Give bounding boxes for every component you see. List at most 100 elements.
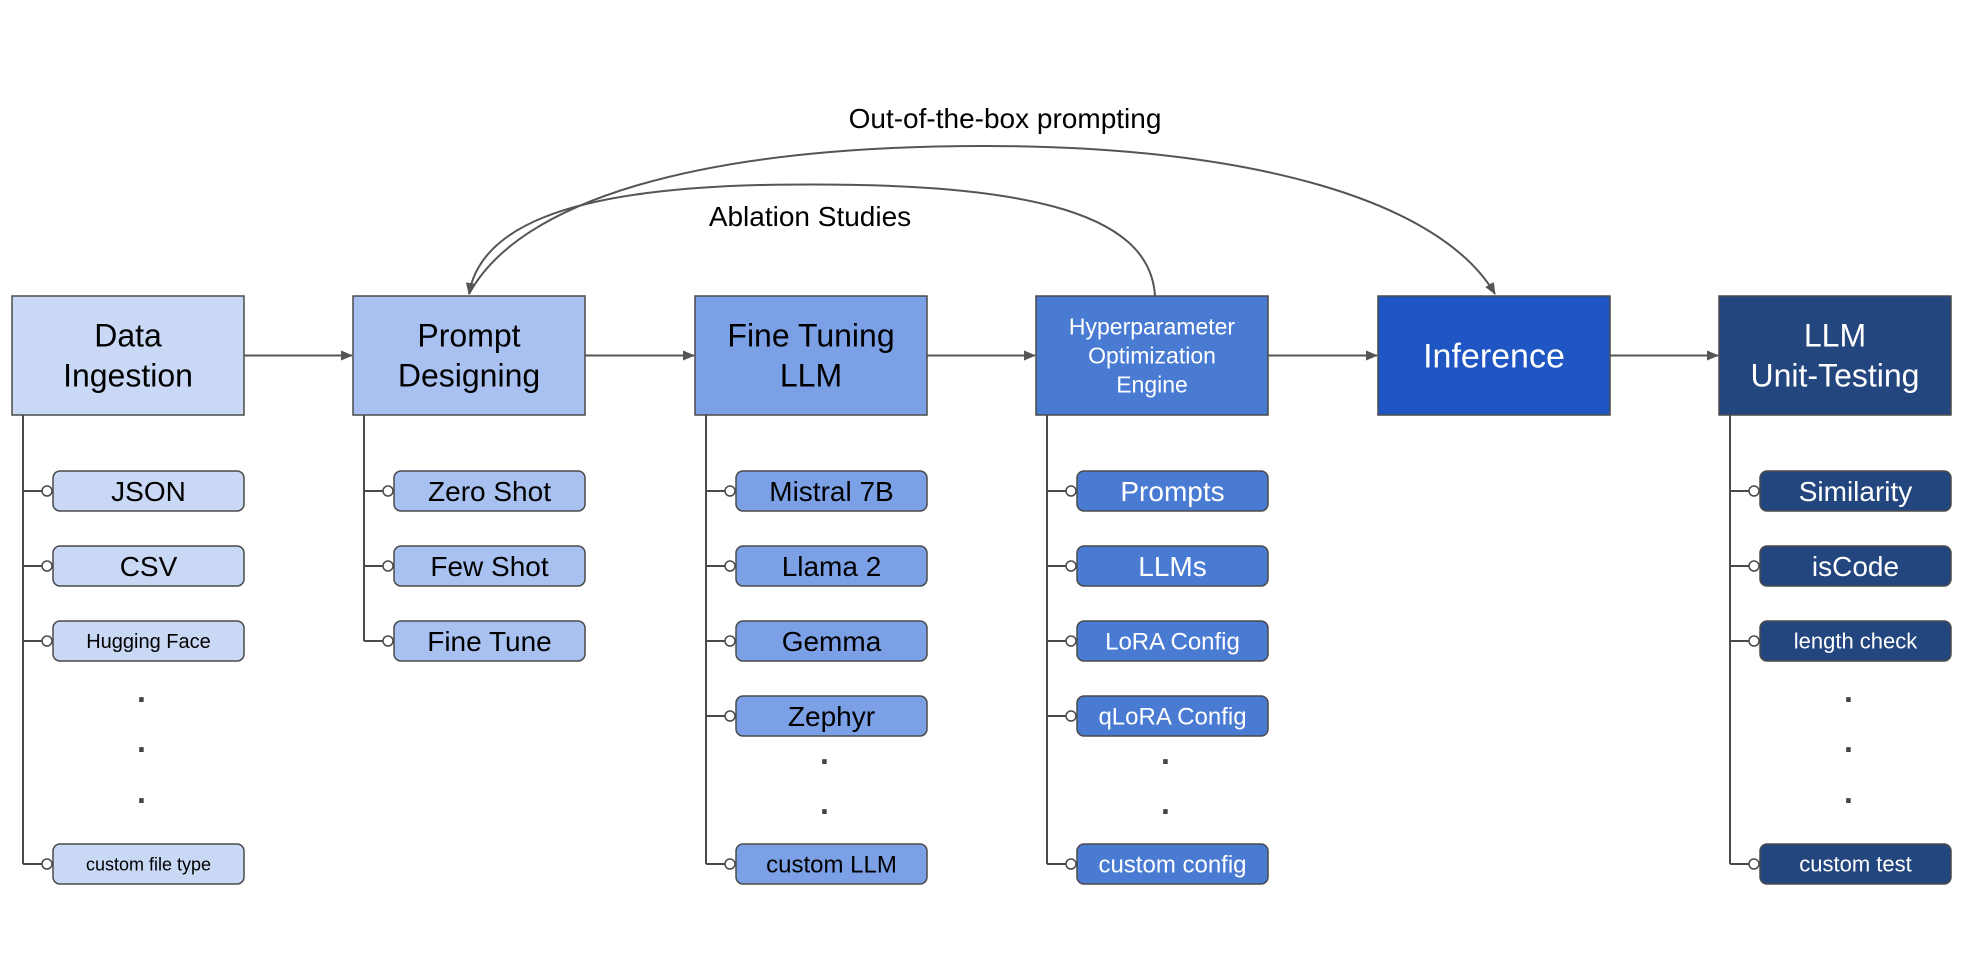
stage-title-line: Prompt (417, 318, 520, 354)
stage-title-line: Inference (1423, 337, 1565, 375)
ellipsis-dot: . (137, 774, 146, 810)
item-box (393, 470, 586, 512)
item-box (735, 545, 928, 587)
stage-title-line: Unit-Testing (1751, 358, 1920, 394)
connector-node (724, 560, 736, 572)
stage-llm-unit-testing: LLM Unit-Testing (1718, 295, 1952, 416)
connector-node (1065, 858, 1077, 870)
item-label: Similarity (1799, 476, 1913, 507)
item-box (1759, 470, 1952, 512)
stage-prompt-designing: Prompt Designing (352, 295, 586, 416)
item-label: CSV (120, 551, 178, 582)
connector-node (1748, 635, 1760, 647)
connector-node (1065, 560, 1077, 572)
stage-fine-tuning-llm: Fine Tuning LLM (694, 295, 928, 416)
item-label: custom config (1098, 851, 1246, 878)
item-label: Prompts (1120, 476, 1224, 507)
connector-node (1748, 858, 1760, 870)
connector-node (382, 635, 394, 647)
item-label: custom test (1799, 852, 1911, 877)
connector-node (724, 485, 736, 497)
stage-box (352, 295, 586, 416)
item-box (393, 545, 586, 587)
item-label: LoRA Config (1105, 628, 1240, 655)
connector-node (724, 710, 736, 722)
item-label: custom file type (86, 854, 211, 874)
connector-node (41, 858, 53, 870)
item-box (393, 620, 586, 662)
item-box (1759, 620, 1952, 662)
stage-title-line: Fine Tuning (727, 318, 894, 354)
stage-title-line: LLM (780, 358, 842, 394)
stage-title-line: Optimization (1088, 343, 1216, 369)
stage-title-line: Ingestion (63, 358, 193, 394)
ellipsis-dot: . (1844, 774, 1853, 810)
item-label: LLMs (1138, 551, 1206, 582)
item-label: length check (1794, 629, 1919, 654)
tree-llm-unit-testing: Similarity isCode length check custom test.… (1729, 415, 1952, 885)
stage-title-line: LLM (1804, 318, 1866, 354)
connector-node (41, 560, 53, 572)
item-box (1076, 843, 1269, 885)
ellipsis-dot: . (1161, 735, 1170, 771)
annotation-ablation-studies: Ablation Studies (709, 201, 911, 232)
tree-prompt-designing: Zero Shot Few Shot Fine Tune (363, 415, 586, 662)
connector-node (1065, 635, 1077, 647)
stage-title-line: Hyperparameter (1069, 314, 1236, 340)
stage-box (11, 295, 245, 416)
item-box (735, 695, 928, 737)
connector-node (1065, 710, 1077, 722)
item-label: isCode (1812, 551, 1899, 582)
item-box (1076, 545, 1269, 587)
annotation-out-of-the-box: Out-of-the-box prompting (849, 103, 1162, 134)
item-label: JSON (111, 476, 186, 507)
item-box (52, 843, 245, 885)
stage-box (1377, 295, 1611, 416)
stage-box (1718, 295, 1952, 416)
item-box (52, 620, 245, 662)
stage-inference: Inference (1377, 295, 1611, 416)
tree-hyperparameter-optimization-engine: Prompts LLMs LoRA Config qLoRA Config custom… (1046, 415, 1269, 885)
item-label: Gemma (782, 626, 882, 657)
item-label: Llama 2 (782, 551, 882, 582)
connector-node (382, 485, 394, 497)
item-box (1759, 843, 1952, 885)
item-label: Zephyr (788, 701, 875, 732)
stage-data-ingestion: Data Ingestion (11, 295, 245, 416)
item-label: Mistral 7B (769, 476, 893, 507)
item-box (735, 843, 928, 885)
connector-node (724, 635, 736, 647)
tree-data-ingestion: JSON CSV Hugging Face custom file type... (22, 415, 245, 885)
item-box (52, 470, 245, 512)
item-label: qLoRA Config (1098, 703, 1246, 730)
stage-box (694, 295, 928, 416)
out-of-the-box-arc (468, 144, 1496, 295)
item-box (1076, 695, 1269, 737)
ellipsis-dot: . (1161, 785, 1170, 821)
ellipsis-dot: . (1844, 673, 1853, 709)
item-label: Hugging Face (86, 631, 211, 653)
ellipsis-dot: . (137, 673, 146, 709)
item-box (735, 620, 928, 662)
connector-node (1065, 485, 1077, 497)
item-box (735, 470, 928, 512)
connector-node (1748, 560, 1760, 572)
ellipsis-dot: . (137, 723, 146, 759)
stage-title-line: Engine (1116, 372, 1188, 398)
item-box (52, 545, 245, 587)
tree-fine-tuning-llm: Mistral 7B Llama 2 Gemma Zephyr custom LLM.. (705, 415, 928, 885)
item-label: Few Shot (430, 551, 548, 582)
connector-node (1748, 485, 1760, 497)
item-box (1759, 545, 1952, 587)
ablation-arc (465, 183, 1156, 297)
item-box (1076, 470, 1269, 512)
connector-node (41, 635, 53, 647)
stage-title-line: Data (94, 318, 162, 354)
item-label: Fine Tune (427, 626, 552, 657)
item-label: custom LLM (766, 851, 897, 878)
connector-node (41, 485, 53, 497)
stage-box (1035, 295, 1269, 416)
stage-title-line: Designing (398, 358, 540, 394)
ellipsis-dot: . (1844, 723, 1853, 759)
